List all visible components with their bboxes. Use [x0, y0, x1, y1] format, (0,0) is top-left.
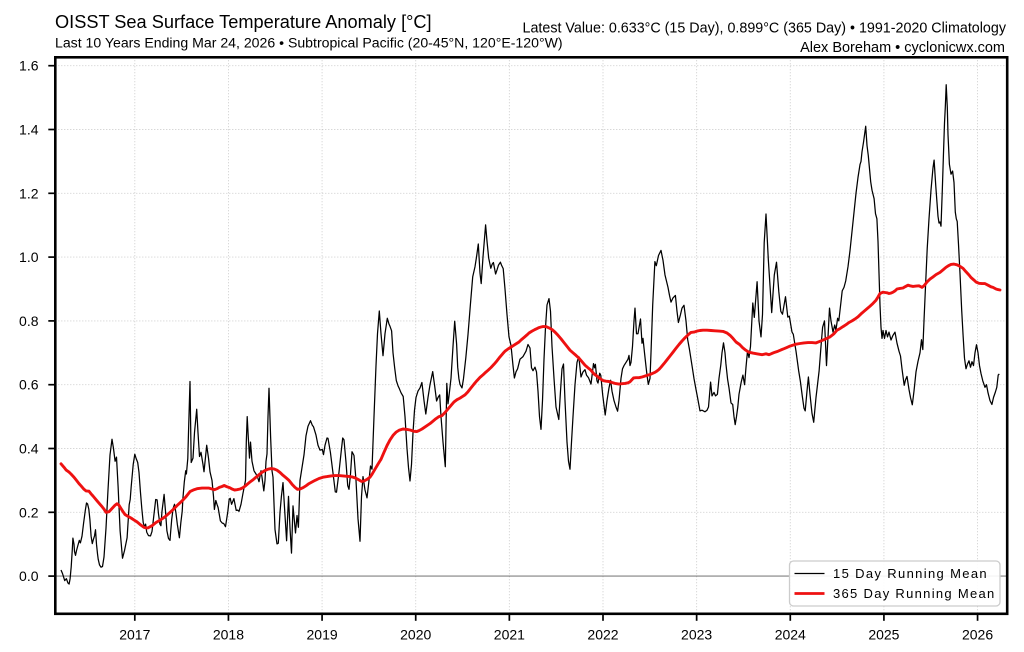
- svg-text:1.0: 1.0: [19, 249, 39, 265]
- svg-text:365 Day Running Mean: 365 Day Running Mean: [833, 586, 996, 601]
- svg-text:1.2: 1.2: [19, 185, 39, 201]
- svg-text:2020: 2020: [400, 626, 431, 642]
- svg-text:2025: 2025: [868, 626, 899, 642]
- svg-text:Latest Value: 0.633°C (15 Day): Latest Value: 0.633°C (15 Day), 0.899°C …: [523, 21, 1007, 37]
- svg-text:0.8: 0.8: [19, 313, 39, 329]
- svg-text:2024: 2024: [775, 626, 806, 642]
- svg-text:2022: 2022: [587, 626, 618, 642]
- svg-text:2026: 2026: [962, 626, 993, 642]
- svg-text:2017: 2017: [119, 626, 150, 642]
- svg-text:0.0: 0.0: [19, 568, 39, 584]
- svg-text:2019: 2019: [307, 626, 338, 642]
- svg-text:0.4: 0.4: [19, 441, 39, 457]
- svg-text:1.6: 1.6: [19, 58, 39, 74]
- svg-text:15 Day Running Mean: 15 Day Running Mean: [833, 566, 988, 581]
- svg-text:2023: 2023: [681, 626, 712, 642]
- svg-text:0.6: 0.6: [19, 377, 39, 393]
- svg-text:OISST Sea Surface Temperature: OISST Sea Surface Temperature Anomaly [°…: [55, 12, 432, 32]
- svg-text:Last 10 Years Ending Mar 24, 2: Last 10 Years Ending Mar 24, 2026 • Subt…: [55, 35, 563, 51]
- svg-text:Alex Boreham • cyclonicwx.com: Alex Boreham • cyclonicwx.com: [800, 40, 1005, 56]
- svg-text:0.2: 0.2: [19, 504, 39, 520]
- svg-text:2021: 2021: [494, 626, 525, 642]
- svg-text:2018: 2018: [213, 626, 244, 642]
- svg-text:1.4: 1.4: [19, 122, 39, 138]
